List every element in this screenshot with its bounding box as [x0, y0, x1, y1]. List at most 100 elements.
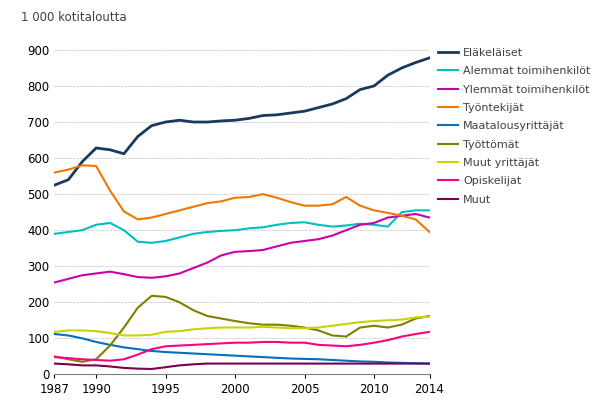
Line: Ylemmät toimihenkilöt: Ylemmät toimihenkilöt: [54, 214, 430, 282]
Alemmat toimihenkilöt: [356, 221, 364, 226]
Legend: Eläkeläiset, Alemmat toimihenkilöt, Ylemmät toimihenkilöt, Työntekijät, Maatalou: Eläkeläiset, Alemmat toimihenkilöt, Ylem…: [433, 43, 595, 209]
Opiskelijat: [259, 339, 266, 344]
Maatalousyrittäjät: [120, 345, 128, 350]
Ylemmät toimihenkilöt: [329, 233, 336, 238]
Alemmat toimihenkilöt: [232, 228, 239, 233]
Maatalousyrittäjät: [79, 336, 86, 341]
Muut yrittäjät: [301, 326, 308, 331]
Muut yrittäjät: [134, 333, 142, 338]
Muut yrittäjät: [93, 329, 100, 334]
Opiskelijat: [412, 332, 419, 337]
Maatalousyrittäjät: [412, 361, 419, 366]
Alemmat toimihenkilöt: [273, 222, 280, 227]
Opiskelijat: [162, 344, 169, 349]
Maatalousyrittäjät: [134, 347, 142, 352]
Työntekijät: [148, 215, 155, 220]
Opiskelijat: [134, 352, 142, 357]
Eläkeläiset: [356, 87, 364, 92]
Työttömät: [342, 334, 350, 339]
Työttömät: [51, 354, 58, 359]
Eläkeläiset: [218, 119, 225, 124]
Työttömät: [218, 316, 225, 321]
Työntekijät: [79, 163, 86, 168]
Työntekijät: [245, 195, 252, 200]
Työttömät: [287, 323, 294, 328]
Alemmat toimihenkilöt: [190, 231, 197, 236]
Työntekijät: [232, 195, 239, 200]
Eläkeläiset: [51, 183, 58, 188]
Opiskelijat: [93, 357, 100, 362]
Työttömät: [120, 325, 128, 330]
Muut: [245, 361, 252, 366]
Työttömät: [65, 357, 72, 362]
Eläkeläiset: [301, 109, 308, 114]
Maatalousyrittäjät: [106, 342, 114, 347]
Opiskelijat: [329, 343, 336, 348]
Opiskelijat: [232, 340, 239, 345]
Eläkeläiset: [190, 119, 197, 124]
Eläkeläiset: [93, 146, 100, 151]
Työntekijät: [134, 217, 142, 222]
Työntekijät: [120, 209, 128, 214]
Muut yrittäjät: [426, 314, 433, 319]
Työntekijät: [315, 203, 322, 208]
Eläkeläiset: [65, 177, 72, 182]
Maatalousyrittäjät: [342, 358, 350, 363]
Muut: [190, 362, 197, 367]
Muut yrittäjät: [370, 319, 378, 324]
Opiskelijat: [384, 338, 391, 343]
Eläkeläiset: [398, 65, 405, 70]
Työntekijät: [51, 170, 58, 175]
Ylemmät toimihenkilöt: [245, 249, 252, 254]
Ylemmät toimihenkilöt: [134, 275, 142, 280]
Alemmat toimihenkilöt: [384, 224, 391, 229]
Opiskelijat: [79, 357, 86, 362]
Alemmat toimihenkilöt: [51, 231, 58, 236]
Ylemmät toimihenkilöt: [162, 274, 169, 279]
Ylemmät toimihenkilöt: [370, 220, 378, 225]
Muut: [204, 361, 211, 366]
Line: Eläkeläiset: Eläkeläiset: [54, 58, 430, 185]
Ylemmät toimihenkilöt: [315, 237, 322, 242]
Muut: [120, 365, 128, 370]
Text: 1 000 kotitaloutta: 1 000 kotitaloutta: [21, 11, 126, 24]
Työntekijät: [384, 210, 391, 215]
Opiskelijat: [120, 357, 128, 362]
Muut yrittäjät: [190, 327, 197, 332]
Ylemmät toimihenkilöt: [93, 271, 100, 276]
Alemmat toimihenkilöt: [162, 238, 169, 243]
Alemmat toimihenkilöt: [93, 222, 100, 227]
Eläkeläiset: [287, 111, 294, 116]
Alemmat toimihenkilöt: [120, 228, 128, 233]
Opiskelijat: [65, 356, 72, 361]
Muut: [287, 361, 294, 366]
Muut: [93, 363, 100, 368]
Työttömät: [204, 314, 211, 319]
Opiskelijat: [370, 340, 378, 345]
Muut: [356, 361, 364, 366]
Muut yrittäjät: [329, 323, 336, 328]
Alemmat toimihenkilöt: [398, 210, 405, 215]
Muut: [218, 361, 225, 366]
Ylemmät toimihenkilöt: [51, 280, 58, 285]
Alemmat toimihenkilöt: [176, 235, 183, 240]
Eläkeläiset: [384, 73, 391, 78]
Ylemmät toimihenkilöt: [273, 244, 280, 249]
Maatalousyrittäjät: [190, 351, 197, 356]
Muut: [315, 361, 322, 366]
Opiskelijat: [51, 354, 58, 359]
Alemmat toimihenkilöt: [148, 240, 155, 245]
Opiskelijat: [301, 340, 308, 345]
Eläkeläiset: [120, 151, 128, 156]
Muut yrittäjät: [176, 329, 183, 334]
Muut yrittäjät: [232, 325, 239, 330]
Työttömät: [93, 357, 100, 362]
Muut yrittäjät: [384, 318, 391, 323]
Alemmat toimihenkilöt: [342, 223, 350, 228]
Muut yrittäjät: [342, 322, 350, 327]
Opiskelijat: [218, 341, 225, 346]
Työttömät: [79, 359, 86, 364]
Muut yrittäjät: [245, 325, 252, 330]
Maatalousyrittäjät: [315, 357, 322, 362]
Työntekijät: [93, 163, 100, 168]
